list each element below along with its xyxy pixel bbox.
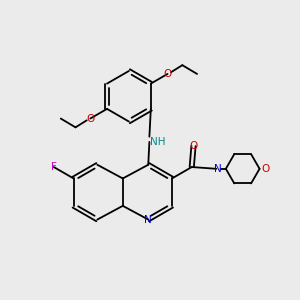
Text: N: N [214,164,222,174]
Text: NH: NH [150,137,166,147]
Text: O: O [86,114,94,124]
Text: O: O [164,69,172,79]
Text: N: N [144,214,152,225]
Text: F: F [51,162,57,172]
Text: O: O [261,164,269,174]
Text: O: O [189,141,198,151]
